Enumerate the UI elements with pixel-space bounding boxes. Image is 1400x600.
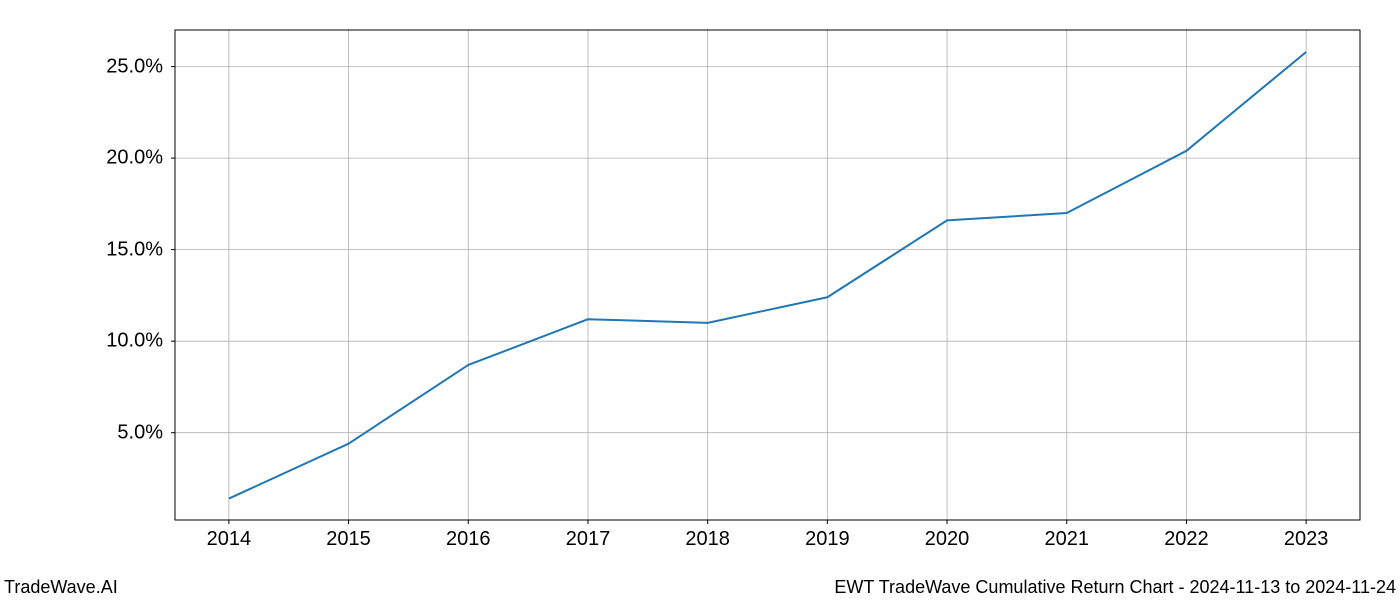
- x-tick-label: 2015: [326, 528, 371, 551]
- y-tick-label: 25.0%: [106, 55, 163, 78]
- y-tick-label: 5.0%: [117, 421, 163, 444]
- x-tick-label: 2014: [207, 528, 252, 551]
- x-tick-label: 2017: [566, 528, 611, 551]
- y-tick-label: 15.0%: [106, 238, 163, 261]
- x-tick-label: 2018: [685, 528, 730, 551]
- x-tick-label: 2016: [446, 528, 491, 551]
- chart-container: 2014 2015 2016 2017 2018 2019 2020 2021 2022 2023…: [0, 0, 1400, 600]
- x-tick-label: 2023: [1284, 528, 1329, 551]
- y-tick-label: 10.0%: [106, 330, 163, 353]
- x-tick-label: 2020: [925, 528, 970, 551]
- line-chart: [0, 0, 1400, 600]
- footer-right-text: EWT TradeWave Cumulative Return Chart - …: [834, 577, 1396, 598]
- x-tick-label: 2019: [805, 528, 850, 551]
- y-tick-label: 20.0%: [106, 147, 163, 170]
- x-tick-label: 2022: [1164, 528, 1209, 551]
- footer-left-text: TradeWave.AI: [4, 577, 118, 598]
- x-tick-label: 2021: [1044, 528, 1089, 551]
